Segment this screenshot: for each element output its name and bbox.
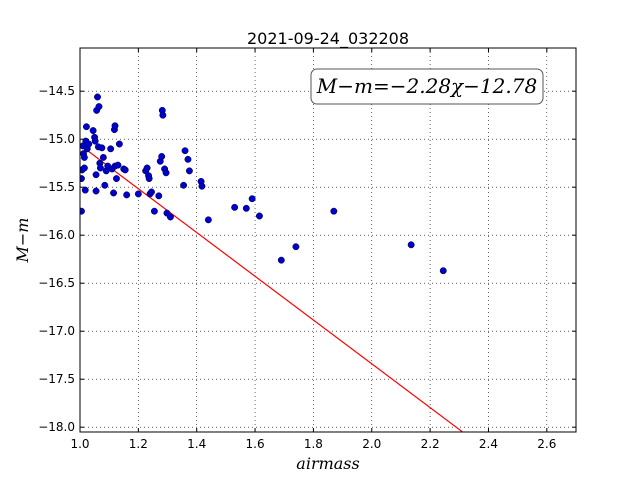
data-point xyxy=(92,171,100,179)
data-point xyxy=(292,243,300,251)
x-tick-label: 2.2 xyxy=(421,437,440,451)
data-point xyxy=(113,175,120,183)
data-point xyxy=(439,267,447,275)
data-point xyxy=(166,213,174,221)
data-point xyxy=(89,127,97,135)
data-point xyxy=(92,187,100,195)
points-layer xyxy=(80,93,447,275)
data-point xyxy=(85,140,93,148)
data-point xyxy=(95,103,103,111)
y-tick-label: −16.0 xyxy=(38,228,75,242)
data-point xyxy=(181,147,189,155)
y-axis-label: M−m xyxy=(13,218,32,264)
data-point xyxy=(82,123,90,131)
annotation-box xyxy=(310,68,544,105)
data-point xyxy=(121,166,129,174)
data-point xyxy=(330,207,338,215)
y-tick-label: −17.0 xyxy=(38,324,75,338)
data-point xyxy=(231,203,239,211)
y-tick-label: −15.5 xyxy=(38,180,75,194)
x-tick-label: 2.0 xyxy=(362,437,381,451)
y-tick-label: −15.0 xyxy=(38,132,75,146)
data-point xyxy=(148,188,155,196)
plot-frame xyxy=(79,47,577,433)
fit-annotation: M−m=−2.28χ−12.78 xyxy=(310,68,544,105)
x-tick-label: 2.6 xyxy=(537,437,556,451)
y-tick-label: −18.0 xyxy=(38,420,75,434)
ticks-layer: 1.0 1.2 1.4 1.6 1.8 2.0 2.2 2.4 2.6 −14.5 −15.0 −15… xyxy=(38,48,576,451)
data-point xyxy=(107,145,115,153)
data-point xyxy=(81,186,89,194)
data-point xyxy=(94,93,101,101)
data-point xyxy=(159,111,167,119)
data-point xyxy=(277,256,285,264)
data-point xyxy=(180,181,188,189)
data-point xyxy=(80,164,88,172)
data-point xyxy=(114,161,122,169)
data-point xyxy=(110,189,118,197)
y-tick-label: −17.5 xyxy=(38,372,75,386)
x-tick-label: 2.4 xyxy=(479,437,498,451)
data-point xyxy=(80,207,85,215)
data-point xyxy=(115,140,123,148)
fit-line xyxy=(80,144,463,432)
annotation-text: M−m=−2.28χ−12.78 xyxy=(316,74,537,98)
data-point xyxy=(242,204,250,212)
x-tick-label: 1.4 xyxy=(187,437,206,451)
data-point xyxy=(248,195,256,203)
y-tick-label: −16.5 xyxy=(38,276,75,290)
data-point xyxy=(145,175,153,183)
data-point xyxy=(111,122,119,130)
data-point xyxy=(101,181,109,189)
data-point xyxy=(158,153,166,160)
data-point xyxy=(184,155,192,163)
x-tick-label: 1.0 xyxy=(70,437,89,451)
data-point xyxy=(407,241,415,249)
data-point xyxy=(185,167,193,175)
data-point xyxy=(150,207,158,215)
fit-line-layer xyxy=(80,144,463,432)
y-tick-label: −14.5 xyxy=(38,84,75,98)
data-point xyxy=(204,216,212,224)
data-point xyxy=(98,144,106,152)
data-point xyxy=(134,190,142,198)
data-point xyxy=(80,175,85,183)
x-tick-label: 1.2 xyxy=(129,437,148,451)
data-point xyxy=(80,153,88,161)
data-point xyxy=(198,182,206,190)
x-tick-label: 1.6 xyxy=(246,437,265,451)
x-tick-label: 1.8 xyxy=(304,437,323,451)
data-point xyxy=(91,137,99,145)
data-point xyxy=(155,192,163,200)
chart-title: 2021-09-24_032208 xyxy=(247,29,409,49)
data-point xyxy=(255,212,263,220)
data-point xyxy=(99,153,107,161)
data-point xyxy=(162,169,170,177)
x-axis-label: airmass xyxy=(296,454,359,473)
data-point xyxy=(143,164,151,172)
data-point xyxy=(96,164,104,172)
data-point xyxy=(123,191,131,199)
